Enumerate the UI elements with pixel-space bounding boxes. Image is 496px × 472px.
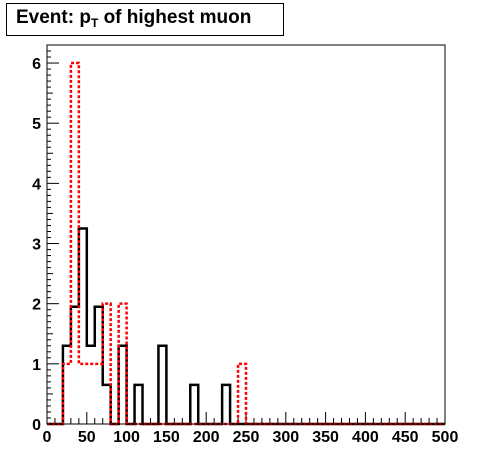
y-tick-label: 0 bbox=[32, 417, 41, 434]
x-tick-label: 100 bbox=[113, 429, 140, 446]
x-tick-label: 150 bbox=[153, 429, 180, 446]
y-tick-label: 4 bbox=[32, 176, 41, 193]
plot-frame bbox=[46, 44, 446, 425]
x-tick-label: 300 bbox=[272, 429, 299, 446]
x-tick-label: 0 bbox=[43, 429, 52, 446]
series-layer bbox=[47, 61, 445, 426]
x-tick-label: 400 bbox=[352, 429, 379, 446]
x-tick-label: 450 bbox=[392, 429, 419, 446]
histogram-bin bbox=[87, 364, 95, 424]
y-tick-label: 3 bbox=[32, 237, 41, 254]
title-subscript: T bbox=[90, 16, 99, 30]
histogram-line-dotted bbox=[47, 61, 445, 426]
x-tick-label: 200 bbox=[193, 429, 220, 446]
y-tick-label: 5 bbox=[32, 116, 41, 133]
x-tick-label: 500 bbox=[432, 429, 459, 446]
chart-title: Event: pT of highest muon bbox=[16, 7, 252, 30]
axes: 0 1 2 3 4 5 6 0 50 100 150 200 250 300 350 400 450 500 bbox=[32, 50, 459, 446]
y-tick-label: 2 bbox=[32, 297, 41, 314]
histogram-bin bbox=[87, 346, 95, 424]
x-tick-label: 250 bbox=[233, 429, 260, 446]
title-box: Event: pT of highest muon bbox=[6, 3, 284, 36]
series-dotted bbox=[47, 61, 445, 426]
x-tick-label: 350 bbox=[312, 429, 339, 446]
y-tick-label: 6 bbox=[32, 56, 41, 73]
title-prefix: Event: p bbox=[16, 7, 91, 28]
x-tick-label: 50 bbox=[78, 429, 96, 446]
title-suffix: of highest muon bbox=[98, 7, 252, 28]
histogram-bin bbox=[79, 364, 87, 424]
y-tick-label: 1 bbox=[32, 357, 41, 374]
